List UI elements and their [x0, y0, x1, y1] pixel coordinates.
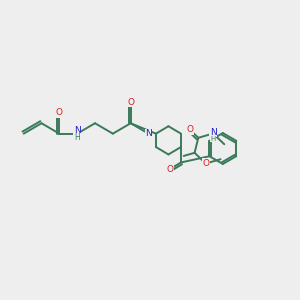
Text: N: N	[210, 128, 217, 136]
Text: H: H	[74, 133, 80, 142]
Text: O: O	[166, 165, 173, 174]
Text: N: N	[74, 126, 81, 135]
Text: N: N	[145, 129, 152, 138]
Text: O: O	[202, 159, 209, 168]
Text: O: O	[186, 125, 193, 134]
Text: H: H	[211, 136, 216, 142]
Text: O: O	[127, 98, 134, 107]
Text: O: O	[56, 108, 63, 117]
